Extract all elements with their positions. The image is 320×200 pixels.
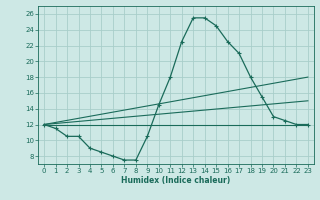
X-axis label: Humidex (Indice chaleur): Humidex (Indice chaleur) [121,176,231,185]
